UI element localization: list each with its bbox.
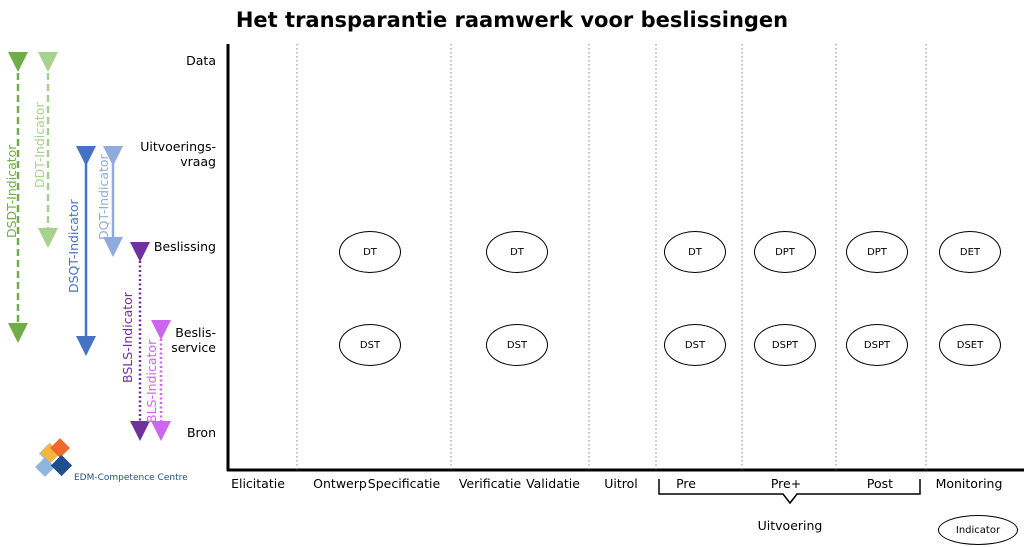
node-beslisservice-verificatie: DST <box>486 324 548 366</box>
col-label-uitrol: Uitrol <box>604 476 638 491</box>
col-label-post: Post <box>866 476 894 491</box>
ddt-indicator-label: DDT-Indicator <box>32 102 47 189</box>
node-beslisservice-ontwerp: DST <box>339 324 401 366</box>
col-label-elicitatie: Elicitatie <box>231 476 285 491</box>
uitvoering-bracket <box>658 479 921 505</box>
row-label-data: Data <box>186 53 216 68</box>
col-label-pre: Pre <box>676 476 696 491</box>
page-title: Het transparantie raamwerk voor beslissi… <box>235 8 789 32</box>
row-label-beslisservice: Beslis- service <box>171 325 216 355</box>
col-label-monitoring: Monitoring <box>935 476 1003 491</box>
col-label-validatie: Validatie <box>526 476 580 491</box>
node-beslisservice-preplus: DSPT <box>754 324 816 366</box>
uitvoering-group-label: Uitvoering <box>757 518 823 533</box>
node-beslissing-verificatie: DT <box>486 231 548 273</box>
col-label-preplus: Pre+ <box>770 476 802 491</box>
dsqt-indicator-label: DSQT-Indicator <box>66 199 81 293</box>
node-beslisservice-monitoring: DSET <box>939 324 1001 366</box>
row-label-beslissing: Beslissing <box>153 239 216 254</box>
col-label-ontwerp: Ontwerp <box>313 476 367 491</box>
node-beslissing-ontwerp: DT <box>339 231 401 273</box>
dsdt-indicator-label: DSDT-Indicator <box>4 144 19 238</box>
node-beslissing-post: DPT <box>846 231 908 273</box>
logo-text: EDM-Competence Centre <box>74 473 188 483</box>
row-label-uitvoeringsvraag: Uitvoerings- vraag <box>140 139 216 169</box>
legend-indicator: Indicator <box>938 515 1018 545</box>
node-beslissing-preplus: DPT <box>754 231 816 273</box>
node-beslisservice-post: DSPT <box>846 324 908 366</box>
node-beslissing-pre: DT <box>664 231 726 273</box>
node-beslissing-monitoring: DET <box>939 231 1001 273</box>
node-beslisservice-pre: DST <box>664 324 726 366</box>
column-separators <box>296 44 927 470</box>
col-label-specificatie: Specificatie <box>367 476 441 491</box>
col-label-verificatie: Verificatie <box>458 476 522 491</box>
row-label-bron: Bron <box>186 425 216 440</box>
